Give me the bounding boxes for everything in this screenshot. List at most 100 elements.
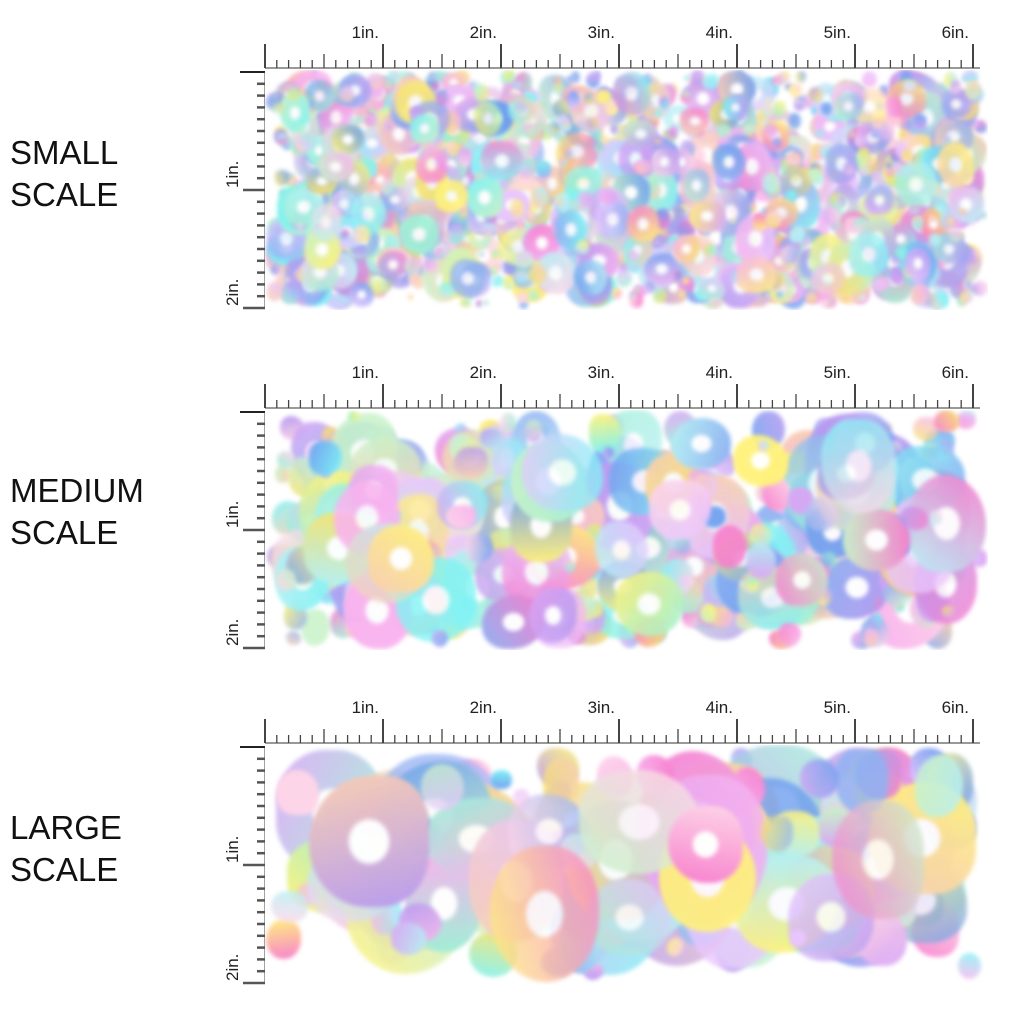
leopard-rosette	[587, 878, 671, 956]
leopard-spot	[490, 769, 513, 789]
leopard-spot	[934, 410, 959, 433]
leopard-spot	[274, 169, 290, 186]
leopard-spot	[559, 158, 568, 167]
leopard-spot	[593, 562, 605, 574]
leopard-spot	[287, 87, 300, 100]
leopard-spot	[878, 84, 890, 98]
leopard-rosette	[811, 262, 845, 294]
leopard-spot	[869, 613, 883, 629]
leopard-spot	[809, 163, 822, 174]
ruler-label: 5in.	[824, 363, 851, 382]
leopard-rosette	[490, 845, 600, 982]
leopard-spot	[702, 74, 720, 90]
leopard-spot	[763, 124, 779, 139]
leopard-rosette	[680, 107, 710, 134]
leopard-spot	[911, 215, 924, 230]
leopard-spot	[266, 919, 302, 960]
leopard-rosette	[776, 553, 829, 606]
leopard-spot	[890, 255, 902, 266]
leopard-spot	[480, 223, 496, 236]
leopard-spot	[467, 80, 480, 92]
leopard-spot	[912, 113, 928, 131]
leopard-rosette	[309, 776, 429, 908]
leopard-spot	[680, 575, 693, 587]
leopard-spot	[857, 165, 870, 177]
leopard-spot	[286, 631, 301, 646]
leopard-spot	[864, 628, 878, 646]
leopard-spot	[942, 606, 955, 617]
leopard-spot	[896, 246, 907, 260]
leopard-rosette	[474, 101, 503, 137]
leopard-spot	[566, 75, 576, 87]
leopard-spot	[516, 292, 528, 304]
leopard-spot	[457, 149, 473, 167]
leopard-rosette	[865, 185, 894, 215]
leopard-spot	[570, 71, 580, 83]
leopard-spot	[851, 289, 861, 298]
leopard-rosette	[649, 480, 711, 541]
leopard-spot	[704, 244, 717, 256]
leopard-spot	[288, 179, 296, 186]
ruler-label: 2in.	[223, 619, 242, 646]
leopard-rosette	[849, 232, 889, 277]
ruler-label: 1in.	[223, 836, 242, 863]
leopard-spot	[513, 81, 523, 89]
leopard-spot	[675, 536, 690, 555]
leopard-spot	[562, 121, 572, 131]
leopard-spot	[425, 80, 440, 92]
ruler-label: 2in.	[470, 363, 497, 382]
ruler-label: 3in.	[588, 698, 615, 717]
leopard-spot	[678, 289, 685, 298]
leopard-spot	[596, 90, 612, 105]
large-scale-panel: LARGE SCALE 1in. 2in. 3in. 4in. 5in. 6in. 1in.…	[0, 675, 1024, 990]
leopard-spot	[453, 446, 488, 480]
leopard-rosette	[310, 204, 342, 241]
leopard-spot	[902, 79, 916, 92]
leopard-spot	[509, 199, 525, 218]
leopard-spot	[387, 70, 399, 81]
leopard-spot	[973, 281, 988, 297]
leopard-spot	[903, 118, 914, 131]
leopard-spot	[491, 250, 501, 259]
leopard-spot	[808, 168, 820, 180]
leopard-spot	[275, 132, 289, 146]
leopard-spot	[548, 197, 556, 204]
leopard-spot	[275, 464, 291, 483]
leopard-spot	[943, 135, 952, 144]
leopard-spot	[962, 280, 973, 292]
leopard-spot	[822, 205, 840, 225]
leopard-spot	[884, 96, 902, 117]
leopard-spot	[778, 623, 802, 648]
leopard-spot	[267, 281, 283, 302]
leopard-spot	[700, 603, 716, 623]
leopard-spot	[445, 140, 460, 157]
leopard-spot	[900, 507, 929, 531]
leopard-spot	[799, 759, 840, 798]
ruler: 1in. 2in. 3in. 4in. 5in. 6in. 1in. 2in.	[223, 698, 980, 985]
leopard-spot	[872, 118, 885, 130]
leopard-spot	[971, 120, 980, 128]
leopard-spot	[628, 291, 638, 300]
leopard-spot	[586, 118, 598, 130]
leopard-spot	[588, 414, 621, 454]
leopard-spot	[771, 137, 782, 149]
leopard-rosette	[594, 199, 631, 238]
leopard-spot	[281, 282, 300, 304]
leopard-spot	[434, 245, 446, 257]
leopard-spot	[835, 194, 847, 207]
ruler-label: 1in.	[352, 698, 379, 717]
leopard-rosette	[624, 120, 658, 148]
leopard-rosette	[522, 433, 604, 511]
leopard-rosette	[672, 418, 732, 470]
ruler-label: 2in.	[223, 279, 242, 306]
leopard-spot	[884, 167, 895, 177]
leopard-spot	[570, 250, 578, 258]
leopard-rosette	[612, 71, 651, 115]
leopard-spot	[863, 155, 875, 167]
leopard-spot	[788, 225, 806, 243]
leopard-spot	[870, 596, 882, 609]
leopard-spot	[551, 122, 560, 133]
leopard-spot	[365, 114, 376, 126]
leopard-spot	[564, 559, 576, 573]
leopard-spot	[870, 278, 885, 293]
